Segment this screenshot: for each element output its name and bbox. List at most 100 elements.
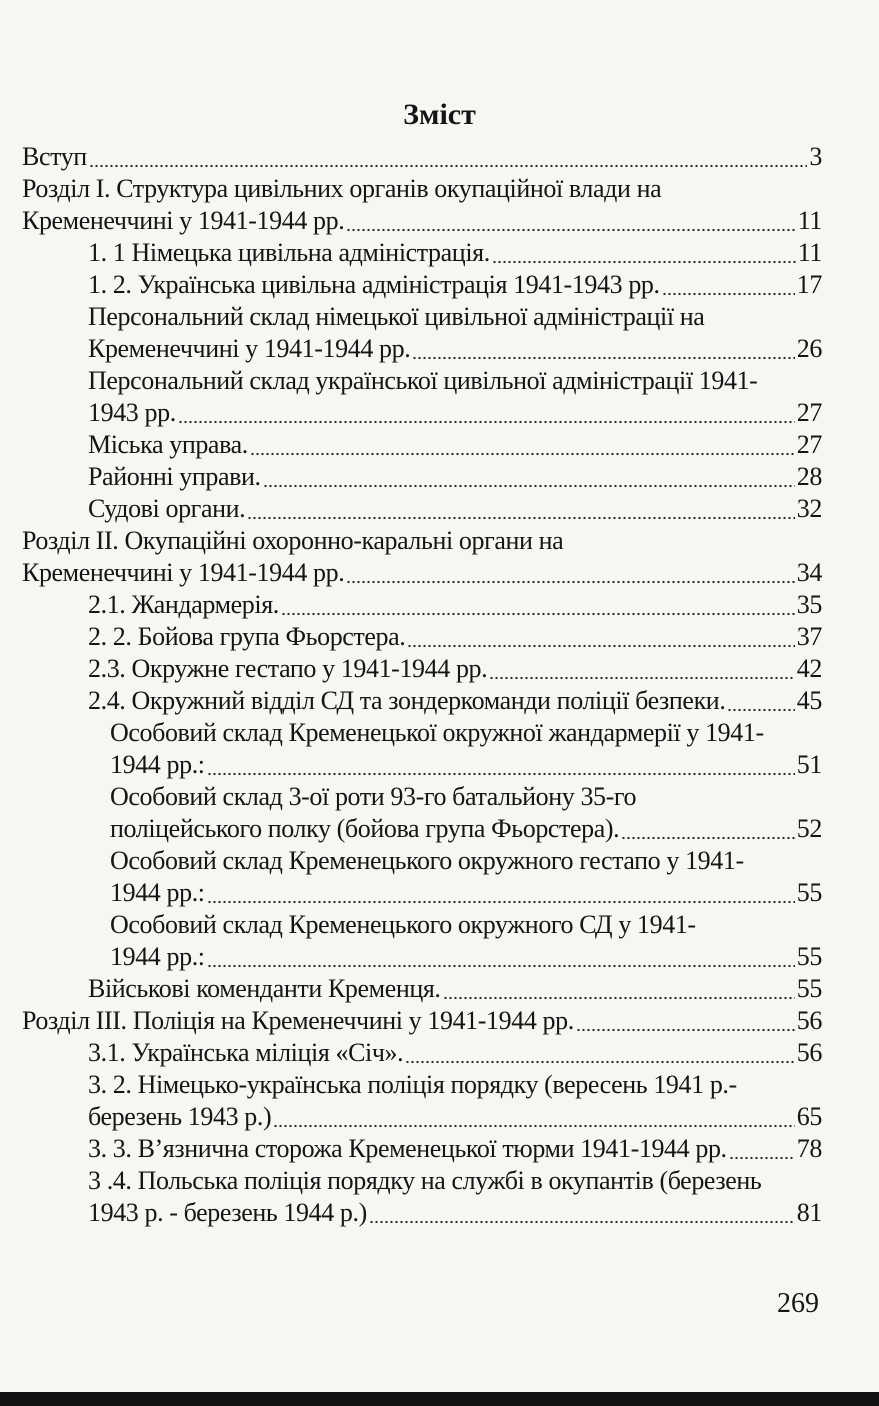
toc-entry-title: 1944 рр.: [110, 942, 205, 971]
toc-entry-title: 1944 рр.: [110, 878, 205, 907]
toc-entry-title: 3 .4. Польська поліція порядку на службі… [88, 1166, 762, 1195]
toc-entry-page: 65 [796, 1102, 822, 1131]
dot-leader [489, 653, 795, 685]
toc-entry: 1943 р. - березень 1944 р.) 81 [22, 1197, 822, 1229]
toc-entry-title: 1. 1 Німецька цивільна адміністрація. [88, 238, 490, 267]
toc-entry: 2.4. Окружний відділ СД та зондеркоманди… [22, 685, 822, 717]
toc-entry: 1943 рр. 27 [22, 397, 822, 429]
toc-entry-title: Розділ III. Поліція на Кременеччині у 19… [22, 1006, 574, 1035]
toc-entry-title: 1943 рр. [88, 398, 176, 427]
toc-entry: 1. 1 Німецька цивільна адміністрація. 11 [22, 237, 822, 269]
toc-entry: 1944 рр.: 55 [22, 941, 822, 973]
toc-entry: 2. 2. Бойова група Фьорстера. 37 [22, 621, 822, 653]
toc-entry-page: 27 [796, 430, 822, 459]
toc-entry: 1. 2. Українська цивільна адміністрація … [22, 269, 822, 301]
dot-leader [442, 973, 795, 1005]
toc-entry-page: 52 [796, 814, 822, 843]
toc-entry: 2.3. Окружне гестапо у 1941-1944 рр. 42 [22, 653, 822, 685]
dot-leader [262, 461, 795, 493]
toc-entry: Кременеччині у 1941-1944 рр. 34 [22, 557, 822, 589]
dot-leader [247, 493, 795, 525]
toc-entry-page: 51 [796, 750, 822, 779]
toc-entry-title: Міська управа. [88, 430, 248, 459]
toc-entry: 3.1. Українська міліція «Січ». 56 [22, 1037, 822, 1069]
toc-entry: Особовий склад Кременецької окружної жан… [22, 717, 822, 749]
toc-entry: Міська управа. 27 [22, 429, 822, 461]
page-number: 269 [777, 1288, 819, 1319]
toc-entry: Військові коменданти Кременця. 55 [22, 973, 822, 1005]
toc-entry-page: 81 [796, 1198, 822, 1227]
toc-entry-title: Кременеччині у 1941-1944 рр. [22, 558, 345, 587]
toc-entry-page: 42 [796, 654, 822, 683]
dot-leader [727, 685, 795, 717]
dot-leader [206, 749, 795, 781]
toc-entry-title: Персональний склад німецької цивільної а… [88, 302, 705, 331]
dot-leader [249, 429, 795, 461]
toc-entry-title: 2. 2. Бойова група Фьорстера. [88, 622, 406, 651]
toc-entry-title: Особовий склад Кременецького окружного С… [110, 910, 696, 939]
toc-entry-title: 3. 2. Німецько-українська поліція порядк… [88, 1070, 737, 1099]
toc-entry-title: 2.4. Окружний відділ СД та зондеркоманди… [88, 686, 726, 715]
toc-entry: Особовий склад Кременецького окружного С… [22, 909, 822, 941]
toc-entry-title: Районні управи. [88, 462, 261, 491]
toc-entry-page: 3 [809, 142, 822, 171]
toc-entry-title: Кременеччині у 1941-1944 рр. [22, 206, 345, 235]
page-title: Зміст [403, 98, 476, 131]
toc-entry: Персональний склад української цивільної… [22, 365, 822, 397]
toc-entry-title: 2.3. Окружне гестапо у 1941-1944 рр. [88, 654, 488, 683]
toc-entry: Особовий склад Кременецького окружного г… [22, 845, 822, 877]
dot-leader [177, 397, 795, 429]
table-of-contents: Вступ 3 Розділ I. Структура цивільних орга… [22, 141, 822, 1229]
dot-leader [280, 589, 795, 621]
toc-entry-page: 56 [796, 1006, 822, 1035]
toc-entry: 3. 2. Німецько-українська поліція порядк… [22, 1069, 822, 1101]
toc-entry: поліцейського полку (бойова група Фьорст… [22, 813, 822, 845]
toc-entry-title: 1. 2. Українська цивільна адміністрація … [88, 270, 660, 299]
toc-entry-page: 34 [796, 558, 822, 587]
dot-leader [206, 877, 795, 909]
toc-entry-title: Кременеччині у 1941-1944 рр. [88, 334, 411, 363]
toc-entry-title: березень 1943 р.) [88, 1102, 272, 1131]
toc-entry-title: 3. 3. В’язнична сторожа Кременецької тюр… [88, 1134, 727, 1163]
toc-entry-title: Особовий склад 3-ої роти 93-го батальйон… [110, 782, 637, 811]
toc-entry-page: 26 [796, 334, 822, 363]
toc-entry-page: 37 [796, 622, 822, 651]
toc-entry: Особовий склад 3-ої роти 93-го батальйон… [22, 781, 822, 813]
toc-entry-page: 45 [796, 686, 822, 715]
toc-entry-page: 55 [796, 942, 822, 971]
toc-entry-title: 1944 рр.: [110, 750, 205, 779]
scan-edge [0, 1392, 879, 1406]
toc-entry-page: 56 [796, 1038, 822, 1067]
toc-entry-page: 35 [796, 590, 822, 619]
dot-leader [405, 1037, 795, 1069]
toc-entry-page: 55 [796, 878, 822, 907]
dot-leader [412, 333, 795, 365]
toc-entry-page: 28 [796, 462, 822, 491]
dot-leader [206, 941, 795, 973]
dot-leader [728, 1133, 795, 1165]
toc-entry-title: Розділ I. Структура цивільних органів ок… [22, 174, 662, 203]
toc-entry-title: 1943 р. - березень 1944 р.) [88, 1198, 367, 1227]
toc-entry: Розділ II. Окупаційні охоронно-каральні … [22, 525, 822, 557]
toc-entry-page: 17 [796, 270, 822, 299]
dot-leader [368, 1197, 795, 1229]
toc-entry: 1944 рр.: 51 [22, 749, 822, 781]
toc-entry-title: Судові органи. [88, 494, 246, 523]
toc-entry-page: 32 [796, 494, 822, 523]
toc-entry: Районні управи. 28 [22, 461, 822, 493]
toc-entry-title: Військові коменданти Кременця. [88, 974, 441, 1003]
toc-entry: Розділ III. Поліція на Кременеччині у 19… [22, 1005, 822, 1037]
toc-entry-title: Розділ II. Окупаційні охоронно-каральні … [22, 526, 564, 555]
toc-entry: Судові органи. 32 [22, 493, 822, 525]
toc-entry-page: 11 [797, 238, 822, 267]
toc-entry-title: Персональний склад української цивільної… [88, 366, 758, 395]
toc-entry-title: 3.1. Українська міліція «Січ». [88, 1038, 404, 1067]
toc-entry: Кременеччині у 1941-1944 рр. 11 [22, 205, 822, 237]
toc-entry: 2.1. Жандармерія. 35 [22, 589, 822, 621]
toc-entry: Кременеччині у 1941-1944 рр. 26 [22, 333, 822, 365]
toc-entry: Персональний склад німецької цивільної а… [22, 301, 822, 333]
dot-leader [621, 813, 795, 845]
dot-leader [273, 1101, 795, 1133]
toc-entry-page: 11 [797, 206, 822, 235]
toc-entry: Розділ I. Структура цивільних органів ок… [22, 173, 822, 205]
